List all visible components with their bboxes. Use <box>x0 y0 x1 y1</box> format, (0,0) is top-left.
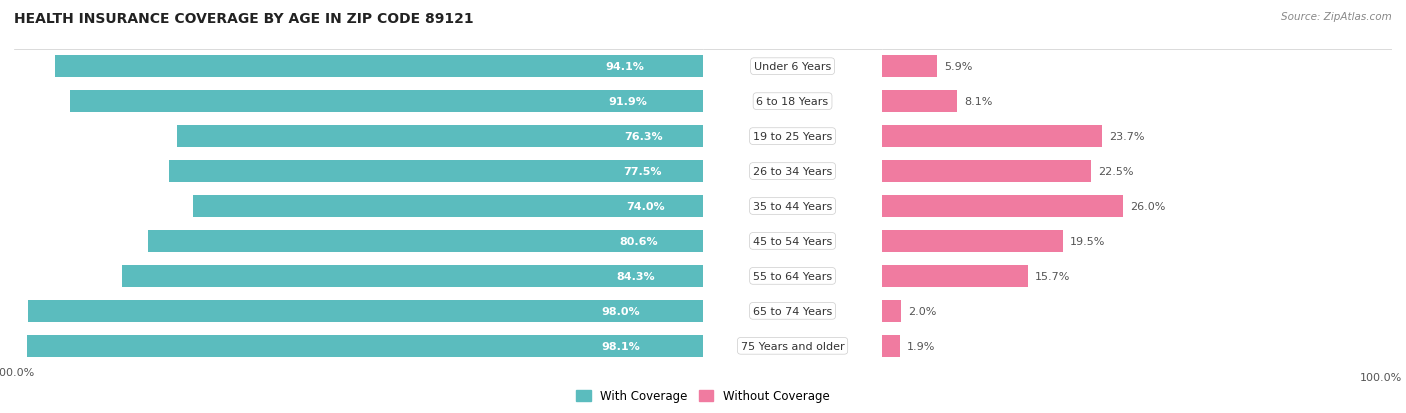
Text: 98.1%: 98.1% <box>602 341 640 351</box>
Text: Under 6 Years: Under 6 Years <box>754 62 831 72</box>
Text: 23.7%: 23.7% <box>1109 132 1144 142</box>
Text: 84.3%: 84.3% <box>616 271 655 281</box>
Text: 100.0%: 100.0% <box>1360 372 1402 382</box>
Text: 19 to 25 Years: 19 to 25 Years <box>754 132 832 142</box>
Bar <box>882 230 1063 252</box>
Text: 22.5%: 22.5% <box>1098 166 1133 177</box>
Bar <box>27 335 703 357</box>
Bar <box>882 91 957 113</box>
Bar <box>0 189 703 224</box>
Bar <box>0 294 882 329</box>
Bar <box>122 266 703 287</box>
Bar <box>0 50 703 84</box>
Text: 65 to 74 Years: 65 to 74 Years <box>754 306 832 316</box>
Bar <box>70 91 703 113</box>
Legend: With Coverage, Without Coverage: With Coverage, Without Coverage <box>572 385 834 407</box>
Text: 76.3%: 76.3% <box>624 132 662 142</box>
Text: 1.9%: 1.9% <box>907 341 935 351</box>
Bar <box>703 50 1406 84</box>
Text: 2.0%: 2.0% <box>908 306 936 316</box>
Text: 6 to 18 Years: 6 to 18 Years <box>756 97 828 107</box>
Bar <box>703 294 1406 329</box>
Bar <box>0 84 882 119</box>
Bar <box>0 224 882 259</box>
Bar <box>148 230 703 252</box>
Text: 8.1%: 8.1% <box>965 97 993 107</box>
Bar <box>177 126 703 147</box>
Bar <box>0 84 703 119</box>
Bar <box>703 154 1406 189</box>
Text: 45 to 54 Years: 45 to 54 Years <box>754 236 832 247</box>
Bar <box>882 126 1102 147</box>
Bar <box>0 259 703 294</box>
Bar <box>0 259 882 294</box>
Text: Source: ZipAtlas.com: Source: ZipAtlas.com <box>1281 12 1392 22</box>
Bar <box>703 224 1406 259</box>
Text: 5.9%: 5.9% <box>945 62 973 72</box>
Text: 80.6%: 80.6% <box>620 236 658 247</box>
Bar <box>0 294 703 329</box>
Bar <box>882 266 1028 287</box>
Text: 19.5%: 19.5% <box>1070 236 1105 247</box>
Bar <box>0 329 882 363</box>
Text: HEALTH INSURANCE COVERAGE BY AGE IN ZIP CODE 89121: HEALTH INSURANCE COVERAGE BY AGE IN ZIP … <box>14 12 474 26</box>
Bar <box>193 196 703 217</box>
Text: 15.7%: 15.7% <box>1035 271 1070 281</box>
Bar <box>703 189 1406 224</box>
Bar <box>882 300 901 322</box>
Text: 94.1%: 94.1% <box>606 62 644 72</box>
Bar <box>28 300 703 322</box>
Text: 26 to 34 Years: 26 to 34 Years <box>754 166 832 177</box>
Bar <box>882 56 936 78</box>
Bar <box>0 189 882 224</box>
Text: 26.0%: 26.0% <box>1130 202 1166 211</box>
Bar <box>882 161 1091 183</box>
Text: 75 Years and older: 75 Years and older <box>741 341 845 351</box>
Bar <box>0 119 703 154</box>
Bar <box>703 84 1406 119</box>
Bar <box>0 224 703 259</box>
Text: 55 to 64 Years: 55 to 64 Years <box>754 271 832 281</box>
Bar <box>703 119 1406 154</box>
Bar <box>703 259 1406 294</box>
Bar <box>0 50 882 84</box>
Text: 77.5%: 77.5% <box>623 166 661 177</box>
Bar <box>703 329 1406 363</box>
Bar <box>0 154 882 189</box>
Text: 74.0%: 74.0% <box>627 202 665 211</box>
Text: 35 to 44 Years: 35 to 44 Years <box>754 202 832 211</box>
Bar <box>0 329 703 363</box>
Bar <box>882 335 900 357</box>
Bar <box>0 154 703 189</box>
Text: 91.9%: 91.9% <box>607 97 647 107</box>
Bar <box>0 119 882 154</box>
Bar <box>169 161 703 183</box>
Bar <box>882 196 1123 217</box>
Text: 98.0%: 98.0% <box>602 306 640 316</box>
Bar <box>55 56 703 78</box>
